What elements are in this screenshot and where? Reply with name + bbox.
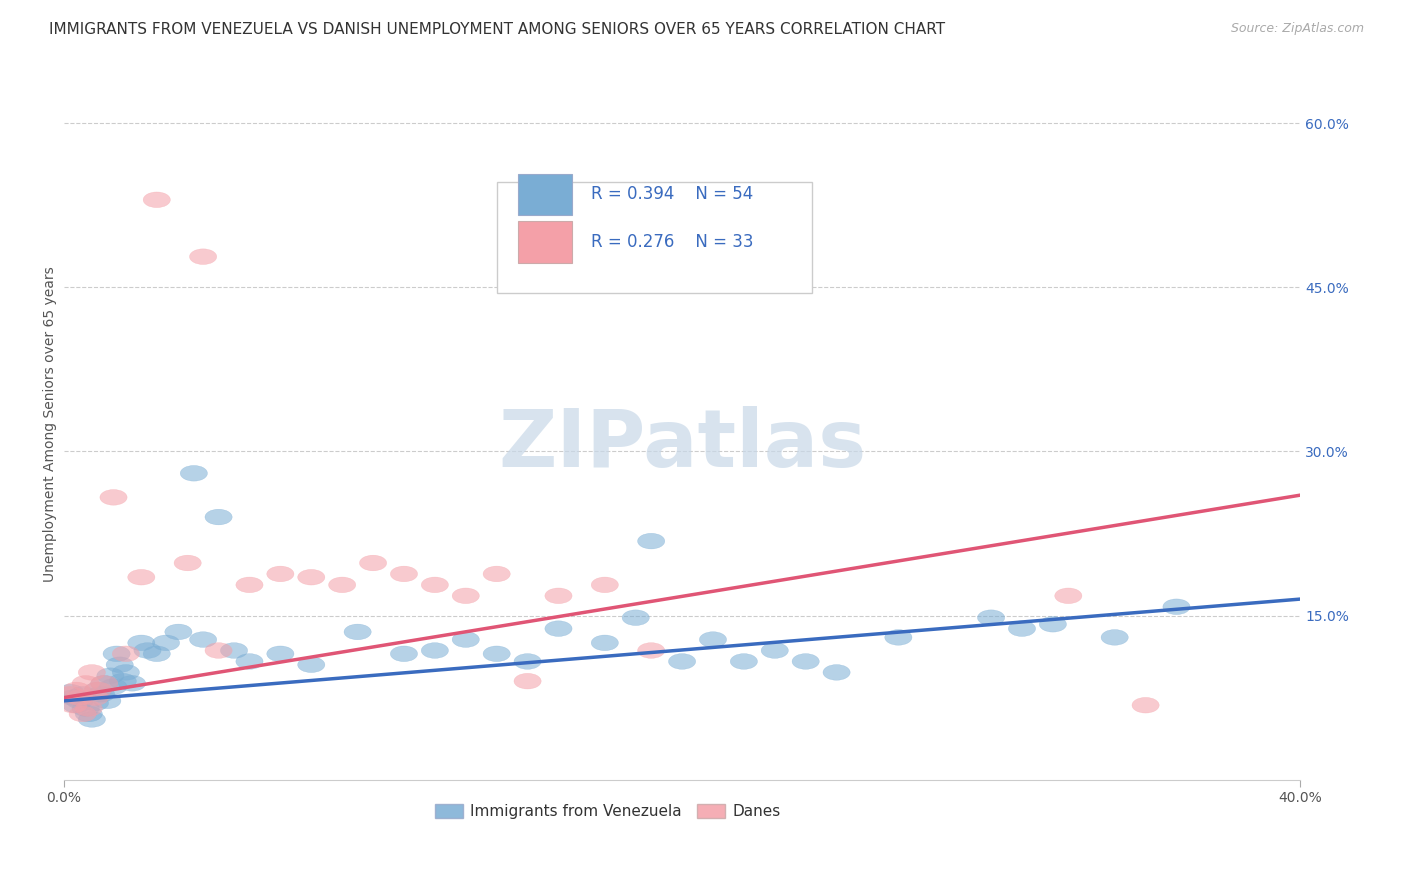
Ellipse shape — [63, 682, 90, 698]
Ellipse shape — [69, 706, 96, 722]
Ellipse shape — [100, 679, 127, 695]
Ellipse shape — [546, 621, 572, 637]
Ellipse shape — [546, 588, 572, 604]
Ellipse shape — [143, 646, 170, 662]
Ellipse shape — [422, 643, 449, 658]
Ellipse shape — [453, 588, 479, 604]
Ellipse shape — [66, 690, 93, 706]
Ellipse shape — [298, 569, 325, 585]
Ellipse shape — [110, 673, 136, 689]
Ellipse shape — [56, 684, 84, 700]
Ellipse shape — [90, 675, 118, 691]
Ellipse shape — [422, 577, 449, 592]
Ellipse shape — [190, 249, 217, 265]
Ellipse shape — [221, 643, 247, 658]
Ellipse shape — [267, 566, 294, 582]
Ellipse shape — [128, 635, 155, 650]
Ellipse shape — [823, 665, 851, 681]
Ellipse shape — [792, 654, 820, 669]
Ellipse shape — [205, 509, 232, 524]
Ellipse shape — [82, 695, 108, 711]
Ellipse shape — [329, 577, 356, 592]
Ellipse shape — [72, 675, 100, 691]
Ellipse shape — [236, 577, 263, 592]
Ellipse shape — [1132, 698, 1159, 713]
Ellipse shape — [699, 632, 727, 648]
FancyBboxPatch shape — [517, 174, 572, 215]
Ellipse shape — [730, 654, 758, 669]
Ellipse shape — [637, 643, 665, 658]
Ellipse shape — [128, 569, 155, 585]
Ellipse shape — [515, 654, 541, 669]
Ellipse shape — [592, 577, 619, 592]
Ellipse shape — [79, 712, 105, 727]
Ellipse shape — [360, 555, 387, 571]
Ellipse shape — [884, 630, 912, 645]
Ellipse shape — [1039, 616, 1067, 632]
Ellipse shape — [105, 657, 134, 673]
Ellipse shape — [87, 687, 115, 702]
Ellipse shape — [59, 698, 87, 713]
Ellipse shape — [180, 466, 208, 481]
Legend: Immigrants from Venezuela, Danes: Immigrants from Venezuela, Danes — [429, 797, 787, 825]
Ellipse shape — [668, 654, 696, 669]
Ellipse shape — [84, 682, 111, 698]
Ellipse shape — [453, 632, 479, 648]
Ellipse shape — [621, 610, 650, 625]
Ellipse shape — [174, 555, 201, 571]
Ellipse shape — [344, 624, 371, 640]
Ellipse shape — [298, 657, 325, 673]
Ellipse shape — [69, 687, 96, 702]
Ellipse shape — [118, 675, 146, 691]
Ellipse shape — [82, 690, 108, 706]
Ellipse shape — [637, 533, 665, 549]
Ellipse shape — [484, 566, 510, 582]
Text: Source: ZipAtlas.com: Source: ZipAtlas.com — [1230, 22, 1364, 36]
Ellipse shape — [592, 635, 619, 650]
Ellipse shape — [75, 706, 103, 722]
Ellipse shape — [152, 635, 180, 650]
Ellipse shape — [63, 698, 90, 713]
Ellipse shape — [94, 693, 121, 708]
Text: R = 0.394    N = 54: R = 0.394 N = 54 — [591, 186, 752, 203]
Ellipse shape — [112, 665, 139, 681]
Ellipse shape — [1163, 599, 1189, 615]
FancyBboxPatch shape — [517, 221, 572, 262]
Ellipse shape — [84, 682, 111, 698]
Ellipse shape — [112, 646, 139, 662]
Ellipse shape — [97, 668, 124, 683]
Ellipse shape — [79, 665, 105, 681]
FancyBboxPatch shape — [496, 182, 811, 293]
Ellipse shape — [190, 632, 217, 648]
Text: IMMIGRANTS FROM VENEZUELA VS DANISH UNEMPLOYMENT AMONG SENIORS OVER 65 YEARS COR: IMMIGRANTS FROM VENEZUELA VS DANISH UNEM… — [49, 22, 945, 37]
Ellipse shape — [165, 624, 193, 640]
Ellipse shape — [1054, 588, 1083, 604]
Ellipse shape — [66, 693, 93, 708]
Ellipse shape — [977, 610, 1005, 625]
Ellipse shape — [484, 646, 510, 662]
Ellipse shape — [56, 687, 84, 702]
Ellipse shape — [515, 673, 541, 689]
Ellipse shape — [1101, 630, 1128, 645]
Ellipse shape — [205, 643, 232, 658]
Ellipse shape — [134, 643, 162, 658]
Ellipse shape — [236, 654, 263, 669]
Ellipse shape — [100, 490, 127, 505]
Ellipse shape — [103, 646, 131, 662]
Ellipse shape — [1008, 621, 1036, 637]
Ellipse shape — [59, 690, 87, 706]
Ellipse shape — [761, 643, 789, 658]
Ellipse shape — [72, 701, 100, 716]
Ellipse shape — [75, 701, 103, 716]
Y-axis label: Unemployment Among Seniors over 65 years: Unemployment Among Seniors over 65 years — [44, 266, 58, 582]
Ellipse shape — [391, 646, 418, 662]
Ellipse shape — [391, 566, 418, 582]
Ellipse shape — [90, 675, 118, 691]
Text: R = 0.276    N = 33: R = 0.276 N = 33 — [591, 233, 754, 251]
Text: ZIPatlas: ZIPatlas — [498, 407, 866, 484]
Ellipse shape — [267, 646, 294, 662]
Ellipse shape — [143, 192, 170, 208]
